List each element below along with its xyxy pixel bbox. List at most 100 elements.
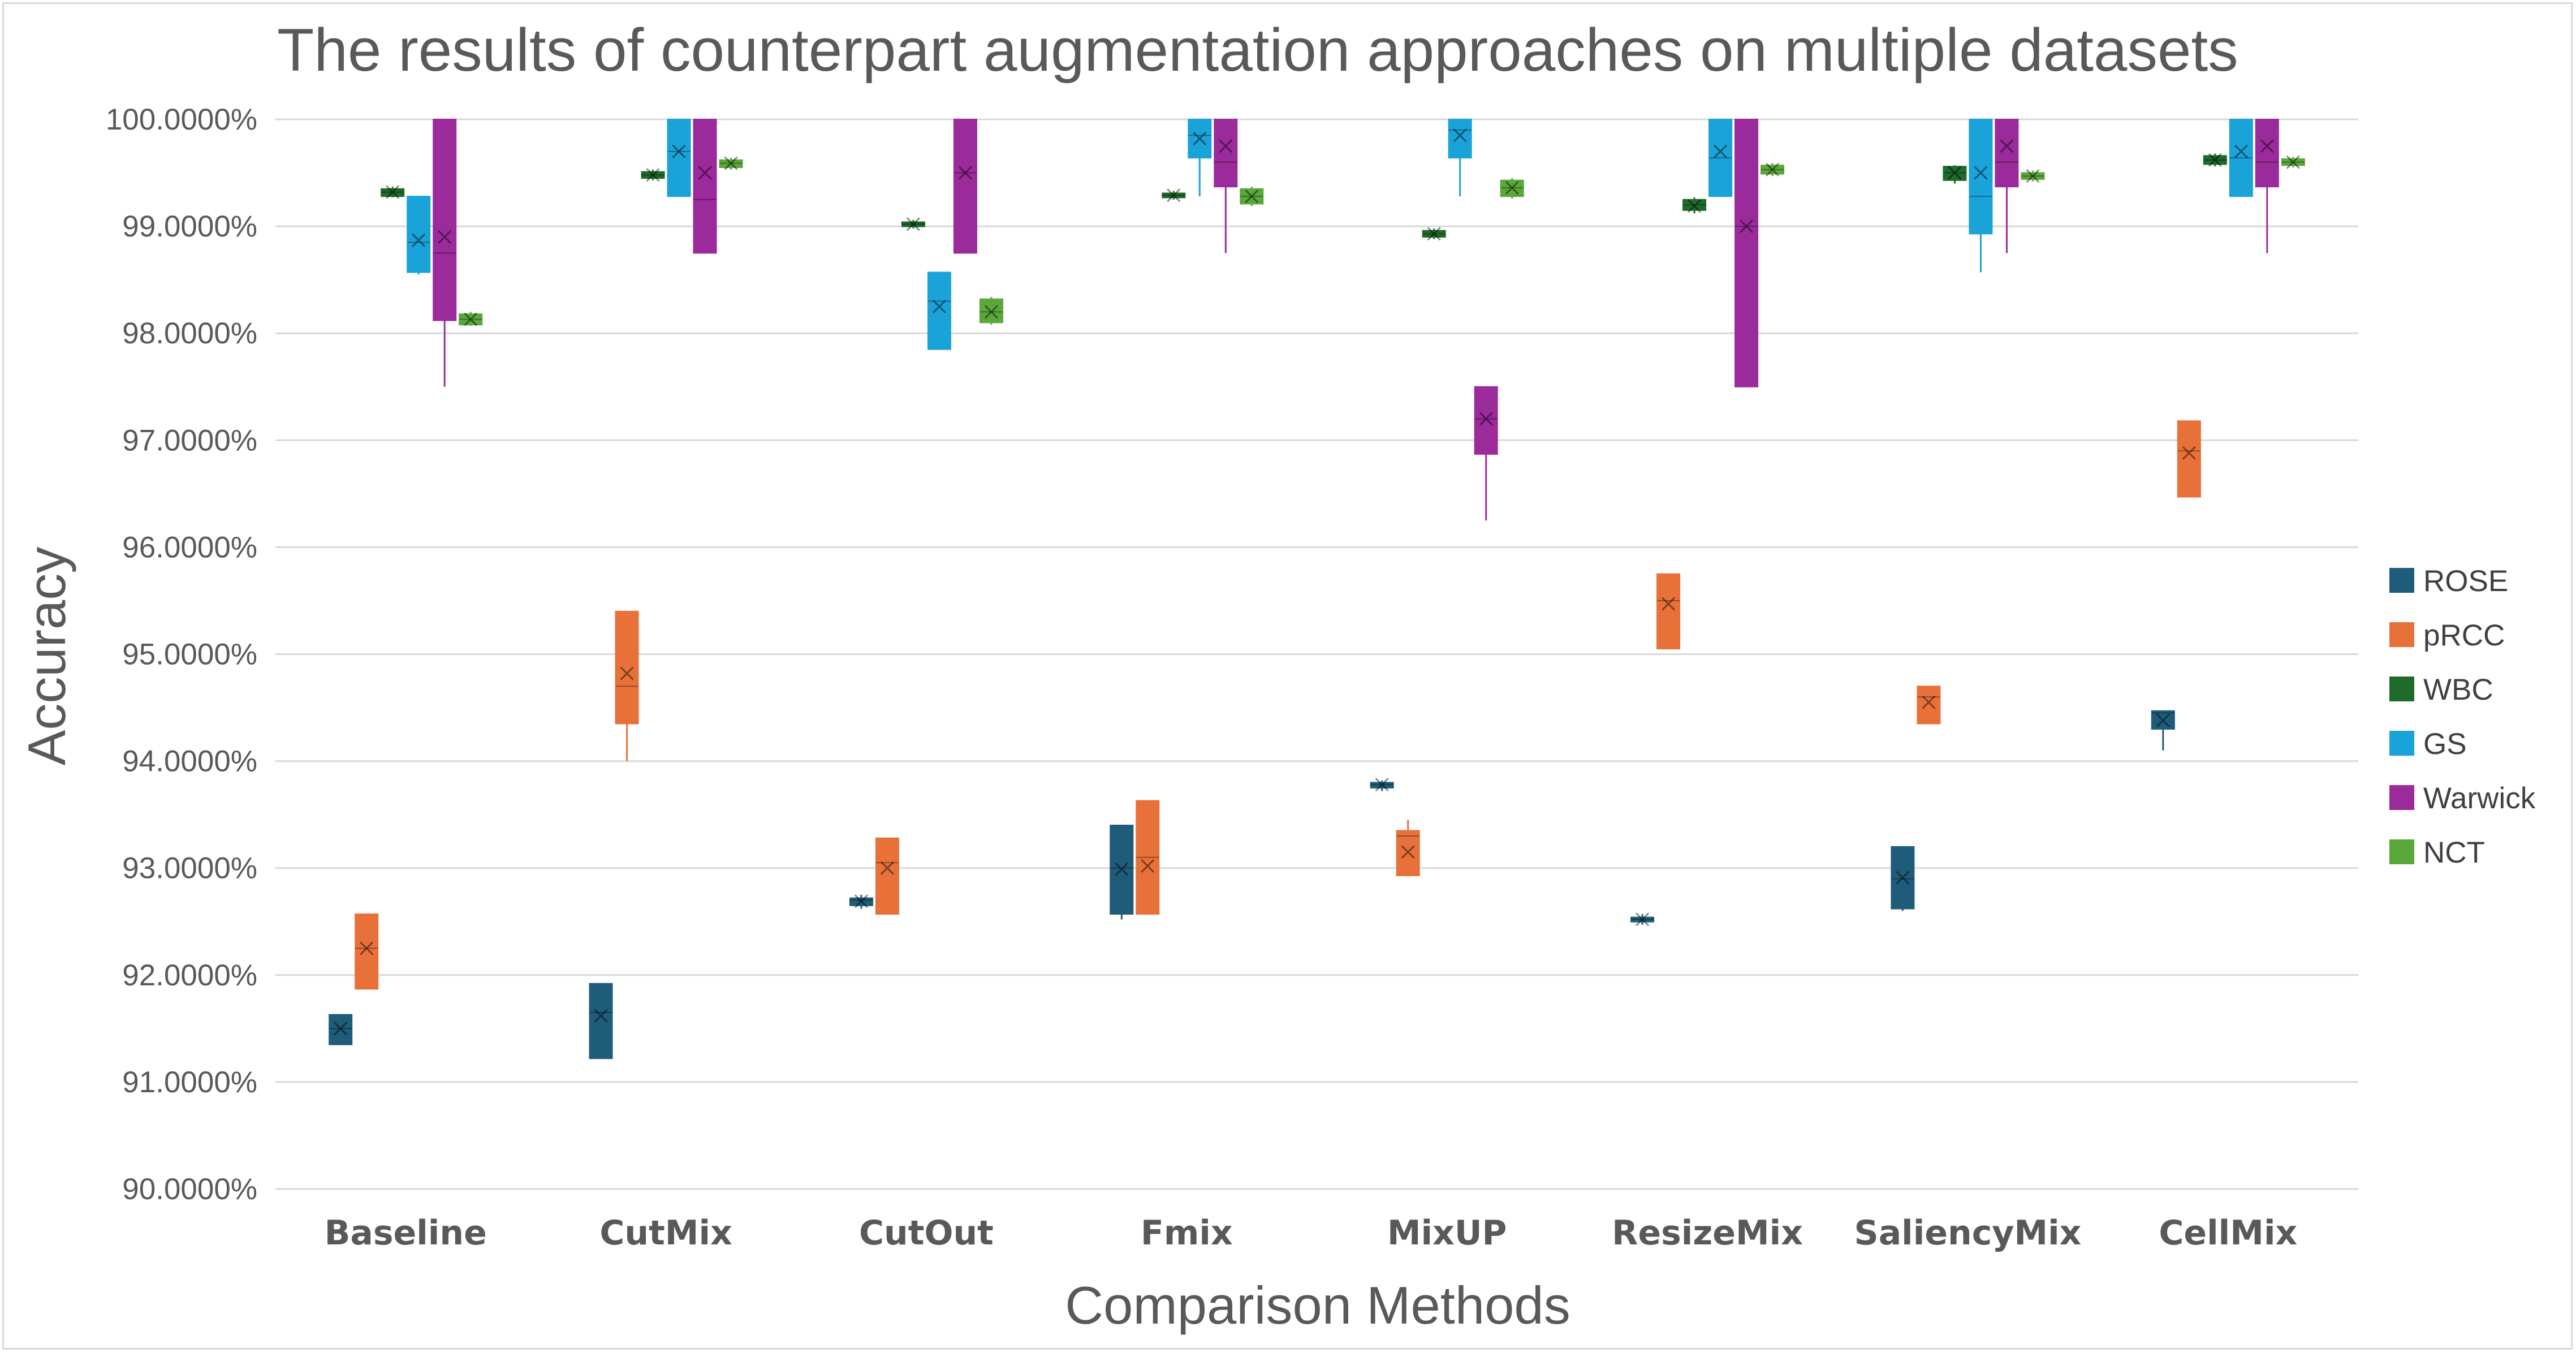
x-tick-label: CutMix bbox=[599, 1213, 732, 1253]
mean-marker bbox=[958, 166, 973, 180]
legend-swatch-prcc bbox=[2389, 622, 2414, 647]
box-prcc-cutout bbox=[875, 837, 899, 915]
box-body bbox=[641, 171, 665, 179]
box-rose-baseline bbox=[329, 1014, 353, 1045]
mean-marker bbox=[1193, 131, 1207, 146]
box-gs-mixup bbox=[1448, 119, 1472, 197]
mean-marker bbox=[1401, 845, 1415, 859]
box-wbc-baseline bbox=[381, 185, 405, 199]
mean-marker bbox=[334, 1022, 348, 1036]
box-prcc-fmix bbox=[1136, 800, 1160, 915]
mean-marker bbox=[2156, 713, 2170, 727]
box-gs-cutmix bbox=[667, 119, 691, 197]
box-warwick-cutmix bbox=[693, 119, 717, 254]
y-tick-label: 93.0000% bbox=[122, 852, 257, 885]
box-nct-cutmix bbox=[719, 156, 743, 170]
mean-marker bbox=[1479, 412, 1493, 426]
mean-marker bbox=[698, 166, 712, 180]
box-body bbox=[1969, 119, 1993, 235]
legend-label-gs: GS bbox=[2423, 727, 2467, 761]
box-body bbox=[615, 610, 639, 725]
box-body bbox=[1761, 165, 1785, 175]
mean-marker bbox=[1115, 862, 1129, 876]
mean-marker bbox=[1219, 139, 1233, 153]
y-tick-labels: 90.0000% 91.0000% 92.0000% 93.0000% 94.0000%… bbox=[106, 103, 257, 1206]
box-prcc-mixup bbox=[1396, 820, 1420, 876]
box-body bbox=[875, 837, 899, 915]
mean-marker bbox=[2026, 169, 2040, 183]
box-nct-baseline bbox=[459, 312, 483, 326]
box-gs-resizemix bbox=[1708, 119, 1733, 197]
box-body bbox=[1891, 846, 1915, 910]
legend-label-rose: ROSE bbox=[2423, 565, 2508, 598]
mean-marker bbox=[1974, 166, 1988, 180]
box-body bbox=[2281, 158, 2305, 166]
legend-label-prcc: pRCC bbox=[2423, 619, 2505, 652]
box-wbc-cutout bbox=[901, 217, 925, 231]
box-body bbox=[355, 914, 379, 990]
legend-swatch-gs bbox=[2389, 731, 2414, 756]
box-body bbox=[2203, 155, 2227, 165]
box-rose-mixup bbox=[1370, 778, 1394, 792]
box-nct-saliencymix bbox=[2021, 169, 2045, 183]
x-tick-label: MixUP bbox=[1387, 1213, 1507, 1253]
box-body bbox=[901, 221, 925, 227]
mean-marker bbox=[1375, 778, 1389, 792]
box-warwick-resizemix bbox=[1734, 119, 1759, 387]
box-rose-cutout bbox=[849, 894, 873, 909]
mean-marker bbox=[2234, 144, 2248, 158]
y-axis-title: Accuracy bbox=[17, 547, 76, 766]
mean-marker bbox=[438, 230, 452, 244]
box-body bbox=[1188, 119, 1212, 159]
mean-marker bbox=[412, 233, 426, 247]
box-rose-fmix bbox=[1110, 825, 1134, 920]
box-prcc-baseline bbox=[355, 914, 379, 990]
mean-marker bbox=[906, 217, 921, 231]
x-tick-label: Fmix bbox=[1141, 1213, 1233, 1253]
box-body bbox=[1396, 830, 1420, 876]
box-gs-cutout bbox=[927, 272, 951, 350]
mean-marker bbox=[1167, 188, 1181, 202]
box-body bbox=[1110, 825, 1134, 915]
box-body bbox=[1214, 119, 1238, 188]
box-wbc-fmix bbox=[1162, 188, 1186, 202]
box-gs-fmix bbox=[1188, 119, 1212, 197]
box-body bbox=[407, 196, 431, 273]
box-body bbox=[1734, 119, 1759, 387]
box-wbc-mixup bbox=[1422, 227, 1446, 241]
box-body bbox=[459, 313, 483, 326]
box-warwick-baseline bbox=[433, 119, 457, 387]
box-body bbox=[1136, 800, 1160, 915]
mean-marker bbox=[1141, 859, 1155, 873]
mean-marker bbox=[1739, 219, 1754, 234]
box-body bbox=[1162, 192, 1186, 199]
box-gs-saliencymix bbox=[1969, 119, 1993, 273]
mean-marker bbox=[1687, 199, 1702, 213]
box-body bbox=[1943, 166, 1967, 181]
box-gs-baseline bbox=[407, 196, 431, 275]
box-rose-saliencymix bbox=[1891, 846, 1915, 911]
box-warwick-fmix bbox=[1214, 119, 1238, 253]
box-body bbox=[1656, 573, 1681, 650]
box-body bbox=[1422, 230, 1446, 238]
x-tick-label: CutOut bbox=[859, 1213, 994, 1253]
box-body bbox=[1917, 686, 1941, 725]
box-body bbox=[2151, 710, 2175, 730]
mean-marker bbox=[1922, 695, 1936, 709]
box-body bbox=[589, 983, 613, 1059]
mean-marker bbox=[1661, 597, 1676, 611]
y-tick-label: 95.0000% bbox=[122, 638, 257, 671]
box-body bbox=[1240, 188, 1264, 205]
box-gs-cellmix bbox=[2229, 119, 2253, 197]
box-rose-cellmix bbox=[2151, 710, 2175, 751]
mean-marker bbox=[464, 312, 478, 326]
mean-marker bbox=[932, 299, 947, 313]
legend-label-warwick: Warwick bbox=[2423, 782, 2536, 815]
mean-marker bbox=[672, 144, 686, 158]
box-warwick-saliencymix bbox=[1995, 119, 2019, 253]
mean-marker bbox=[1427, 227, 1441, 241]
box-nct-cellmix bbox=[2281, 155, 2305, 169]
box-warwick-cutout bbox=[953, 119, 977, 254]
legend-swatch-warwick bbox=[2389, 785, 2414, 810]
